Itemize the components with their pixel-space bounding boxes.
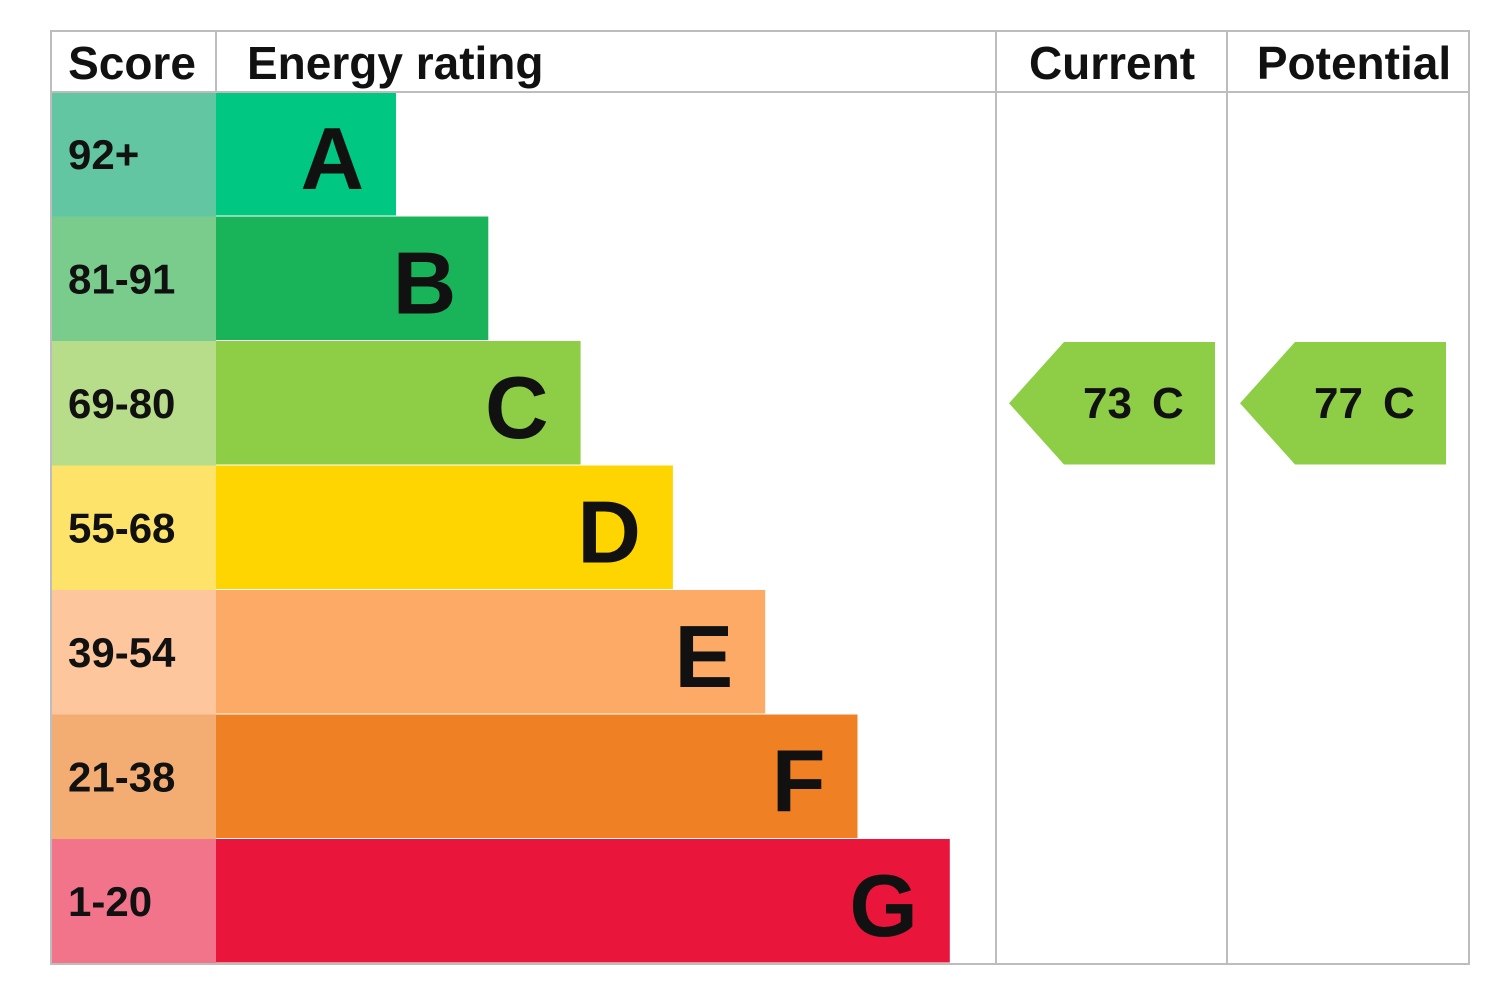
band-letter: E xyxy=(674,607,733,706)
rating-letter: C xyxy=(1383,379,1415,428)
rating-value: 77 xyxy=(1314,379,1363,428)
band-letter: A xyxy=(300,109,364,208)
score-cell xyxy=(51,92,216,217)
rating-letter: C xyxy=(1152,379,1184,428)
rating-bar xyxy=(216,714,858,838)
rating-arrow xyxy=(1240,342,1446,465)
band-letter: B xyxy=(393,233,457,332)
header-potential: Potential xyxy=(1257,37,1451,89)
score-cell xyxy=(51,839,216,964)
rating-arrow xyxy=(1009,342,1215,465)
rating-bar xyxy=(216,590,766,714)
score-cell xyxy=(51,216,216,341)
current-rating: 73 C xyxy=(1009,342,1215,465)
frame xyxy=(50,30,1470,965)
header-current: Current xyxy=(1029,37,1195,89)
rating-bar xyxy=(216,839,950,963)
score-label: 55-68 xyxy=(68,504,175,551)
rating-bar xyxy=(216,341,581,465)
score-cell xyxy=(51,465,216,590)
band-letter: G xyxy=(849,856,917,955)
rating-bar xyxy=(216,216,489,340)
score-cell xyxy=(51,590,216,715)
rating-value: 73 xyxy=(1083,379,1132,428)
score-label: 92+ xyxy=(68,131,139,178)
potential-rating: 77 C xyxy=(1240,342,1446,465)
rating-bar xyxy=(216,465,673,589)
score-cell xyxy=(51,714,216,839)
header-rating: Energy rating xyxy=(247,37,544,89)
score-label: 81-91 xyxy=(68,255,175,302)
band-letter: D xyxy=(577,482,641,581)
header-score: Score xyxy=(68,37,196,89)
score-label: 39-54 xyxy=(68,629,176,676)
bands: 92+ A 81-91 B 69-80 C 55-68 D 39-54 E 21-38 F 1-20 G xyxy=(51,92,950,964)
band-letter: C xyxy=(485,358,549,457)
score-label: 69-80 xyxy=(68,380,175,427)
score-label: 21-38 xyxy=(68,753,175,800)
score-label: 1-20 xyxy=(68,878,152,925)
score-cell xyxy=(51,341,216,466)
band-letter: F xyxy=(772,731,826,830)
rating-bar xyxy=(216,92,396,216)
